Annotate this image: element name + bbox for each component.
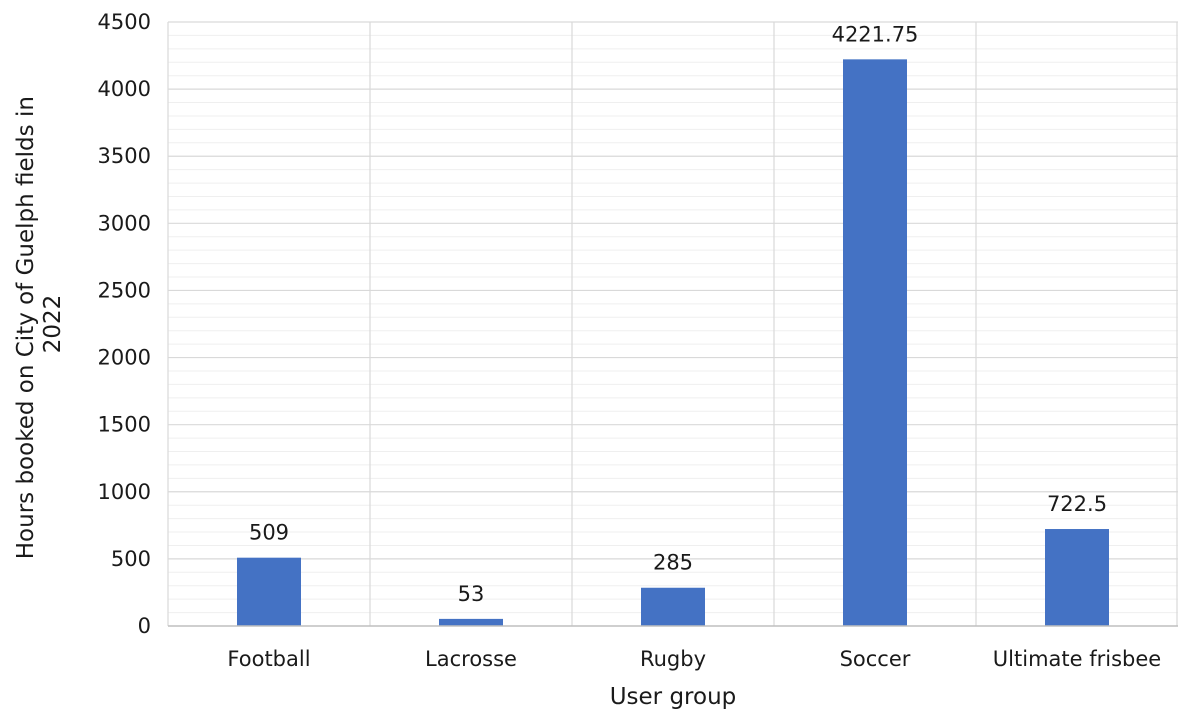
x-category-labels: Football Lacrosse Rugby Soccer Ultimate fris… <box>227 647 1161 671</box>
bar-rugby <box>641 587 705 626</box>
y-tick-label: 2000 <box>98 346 151 370</box>
x-category-label: Soccer <box>840 647 911 671</box>
x-category-label: Rugby <box>640 647 706 671</box>
data-label: 4221.75 <box>832 22 919 46</box>
x-category-label: Lacrosse <box>425 647 517 671</box>
y-tick-label: 1500 <box>98 413 151 437</box>
y-tick-label: 0 <box>138 614 151 638</box>
y-axis-title-line-2: 2022 <box>40 295 66 354</box>
y-tick-label: 2500 <box>98 278 151 302</box>
data-label: 53 <box>458 582 485 606</box>
data-label: 722.5 <box>1047 492 1107 516</box>
bars <box>237 59 1109 626</box>
x-category-label: Football <box>227 647 310 671</box>
x-axis-title: User group <box>610 684 737 710</box>
y-axis-title: Hours booked on City of Guelph fields in… <box>13 89 66 559</box>
bar-football <box>237 557 301 626</box>
bar-ultimate-frisbee <box>1045 529 1109 626</box>
y-tick-label: 1000 <box>98 480 151 504</box>
data-label: 285 <box>653 551 693 575</box>
y-tick-label: 500 <box>111 547 151 571</box>
y-tick-label: 3000 <box>98 211 151 235</box>
y-axis-title-line-1: Hours booked on City of Guelph fields in <box>13 96 39 559</box>
gridlines <box>167 21 1178 626</box>
bar-soccer <box>843 59 907 626</box>
bar-lacrosse <box>439 618 503 626</box>
y-tick-label: 4500 <box>98 10 151 34</box>
y-tick-label: 3500 <box>98 144 151 168</box>
y-tick-labels: 0 500 1000 1500 2000 2500 3000 3500 4000 4500 <box>98 10 151 638</box>
data-label: 509 <box>249 521 289 545</box>
data-labels: 509 53 285 4221.75 722.5 <box>249 22 1107 606</box>
x-category-label: Ultimate frisbee <box>993 647 1161 671</box>
y-tick-label: 4000 <box>98 77 151 101</box>
